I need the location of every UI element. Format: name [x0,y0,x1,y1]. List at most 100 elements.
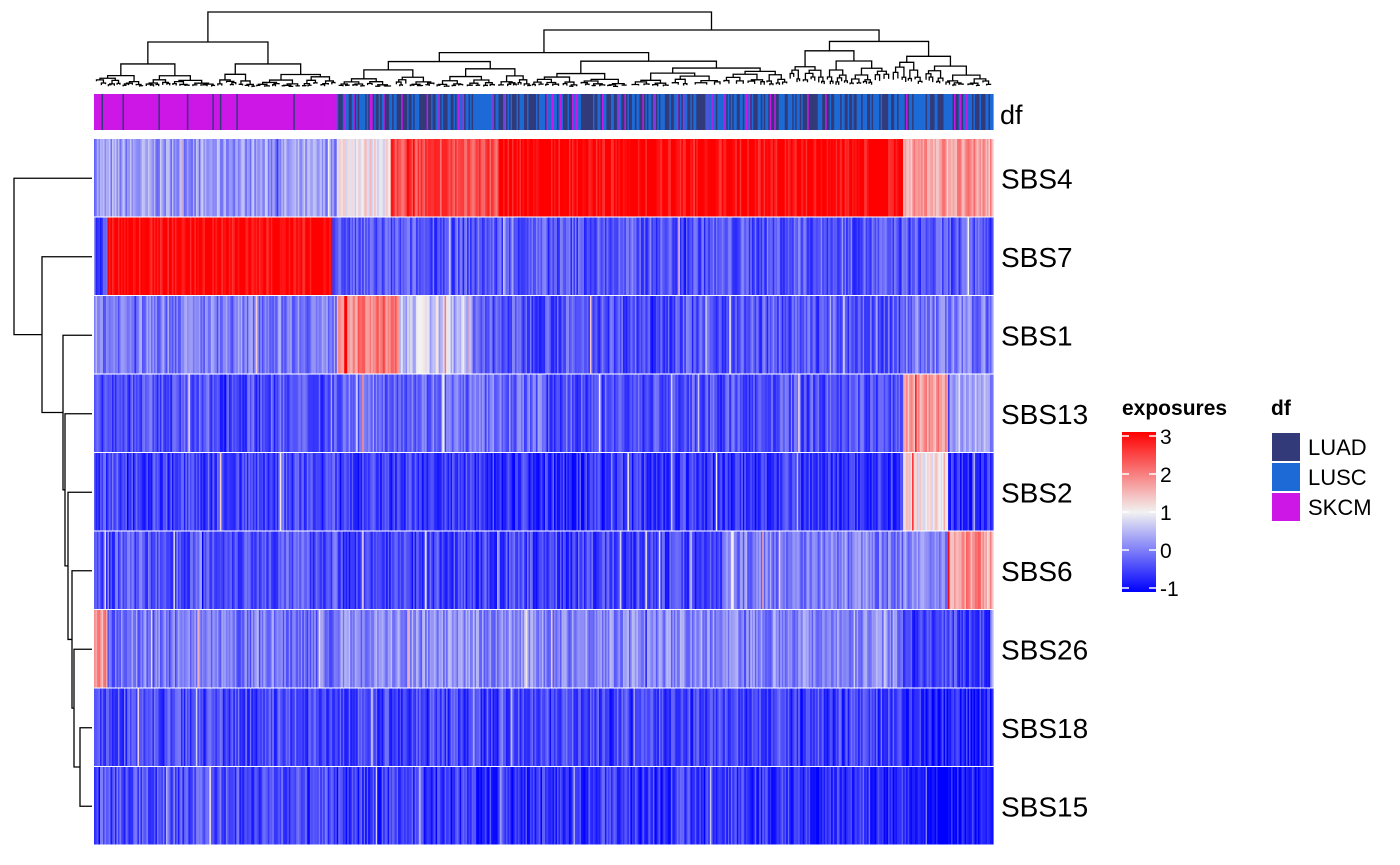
heatmap-cell [119,374,122,452]
heatmap-cell [600,374,603,452]
heatmap-cell [495,139,498,217]
heatmap-cell [546,531,549,609]
heatmap-cell [888,139,891,217]
heatmap-cell [910,374,913,452]
heatmap-cell [664,296,667,374]
heatmap-cell [741,296,744,374]
heatmap-cell [306,374,309,452]
heatmap-cell [336,217,339,295]
annotation-cell-skcm [282,94,285,130]
heatmap-cell [858,139,861,217]
heatmap-cell [287,217,290,295]
heatmap-cell [407,453,410,531]
heatmap-cell [282,610,285,688]
heatmap-cell [874,374,877,452]
annotation-cell-luad [867,94,870,130]
heatmap-cell [604,139,608,217]
heatmap-cell [684,296,687,374]
heatmap-cell [673,139,676,217]
heatmap-cell [410,453,413,531]
annotation-cell-lusc [558,94,561,130]
heatmap-cell [625,531,629,609]
heatmap-cell [592,217,596,295]
heatmap-cell [500,531,503,609]
heatmap-cell [915,374,918,452]
heatmap-cell [189,610,192,688]
annotation-cell-lusc [865,94,868,130]
heatmap-cell [332,217,335,295]
annotation-cell-luad [826,94,829,130]
heatmap-cell [709,139,712,217]
heatmap-cell [583,453,587,531]
heatmap-cell [186,296,189,374]
dendrogram-link [106,74,135,82]
heatmap-cell [446,531,449,609]
heatmap-cell [519,374,522,452]
heatmap-cell [969,217,972,295]
heatmap-cell [396,531,399,609]
annotation-cell-luad [763,94,766,130]
heatmap-cell [846,296,849,374]
heatmap-cell [915,139,918,217]
heatmap-cell [242,217,245,295]
heatmap-cell [506,139,509,217]
heatmap-cell [898,296,901,374]
heatmap-cell [639,296,642,374]
heatmap-cell [356,139,359,217]
heatmap-cell [356,531,359,609]
annotation-cell-skcm [94,94,97,130]
heatmap-cell [925,453,928,531]
heatmap-cell [204,217,207,295]
heatmap-cell [945,139,948,217]
heatmap-cell [931,531,934,609]
dendrogram-link [580,60,718,74]
heatmap-cell [712,139,715,217]
heatmap-cell [852,453,855,531]
dendrogram-link [936,80,941,84]
heatmap-cell [543,217,546,295]
heatmap-cell [420,610,423,688]
heatmap-cell [234,217,237,295]
heatmap-cell [465,453,468,531]
heatmap-cell [467,531,470,609]
heatmap-cell [792,217,795,295]
heatmap-cell [264,374,267,452]
heatmap-cell [219,139,222,217]
heatmap-cell [897,217,900,295]
heatmap-cell [808,374,811,452]
heatmap-cell [780,374,783,452]
heatmap-cell [825,296,828,374]
heatmap-cell [101,139,104,217]
annotation-cell-lusc [488,94,491,130]
annotation-cell-lusc [841,94,844,130]
heatmap-cell [94,139,97,217]
heatmap-cell [870,139,873,217]
heatmap-cell [835,531,838,609]
annotation-cell-lusc [946,94,949,130]
heatmap-cell [291,374,294,452]
heatmap-cell [751,217,754,295]
heatmap-cell [966,453,969,531]
heatmap-cell [642,139,645,217]
heatmap-cell [807,217,810,295]
heatmap-cell [631,453,634,531]
annotation-cell-skcm [254,94,257,130]
annotation-cell-skcm [134,94,137,130]
annotation-cell-skcm [170,94,173,130]
heatmap-cell [323,296,326,374]
heatmap-cell [221,453,224,531]
annotation-cell-skcm [168,94,172,130]
annotation-cell-lusc [948,94,951,130]
heatmap-cell [766,296,769,374]
heatmap-cell [107,296,110,374]
heatmap-cell [221,610,224,688]
heatmap-cell [684,453,687,531]
heatmap-cell [479,531,482,609]
heatmap-cell [426,139,429,217]
heatmap-cell [987,296,990,374]
annotation-cell-skcm [954,94,957,130]
heatmap-cell [625,374,629,452]
annotation-cell-skcm [173,94,176,130]
heatmap-cell [224,374,227,452]
heatmap-cell [270,296,273,374]
